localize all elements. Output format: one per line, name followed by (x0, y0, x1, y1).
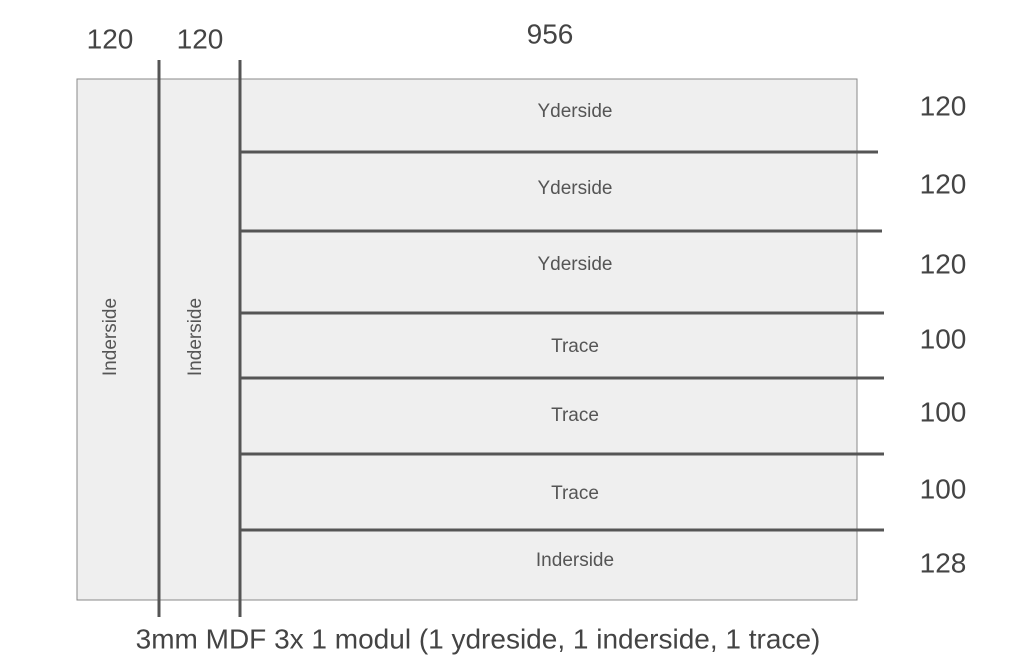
row-label: Yderside (538, 254, 613, 275)
row-height-label: 128 (920, 547, 967, 578)
row-height-label: 120 (920, 248, 967, 279)
column-width-label: 120 (87, 23, 134, 54)
row-label: Yderside (538, 178, 613, 199)
row-height-label: 120 (920, 168, 967, 199)
column-width-label: 120 (177, 23, 224, 54)
board (76, 78, 858, 601)
row-height-label: 100 (920, 473, 967, 504)
row-label: Trace (551, 483, 599, 504)
row-height-label: 100 (920, 323, 967, 354)
caption: 3mm MDF 3x 1 modul (1 ydreside, 1 inders… (136, 623, 821, 654)
main-width-label: 956 (527, 18, 574, 49)
row-label: Inderside (536, 550, 614, 571)
row-label: Yderside (538, 101, 613, 122)
column-label: Inderside (100, 298, 121, 376)
row-label: Trace (551, 336, 599, 357)
row-height-label: 100 (920, 396, 967, 427)
column-label: Inderside (185, 298, 206, 376)
row-label: Trace (551, 405, 599, 426)
row-height-label: 120 (920, 90, 967, 121)
